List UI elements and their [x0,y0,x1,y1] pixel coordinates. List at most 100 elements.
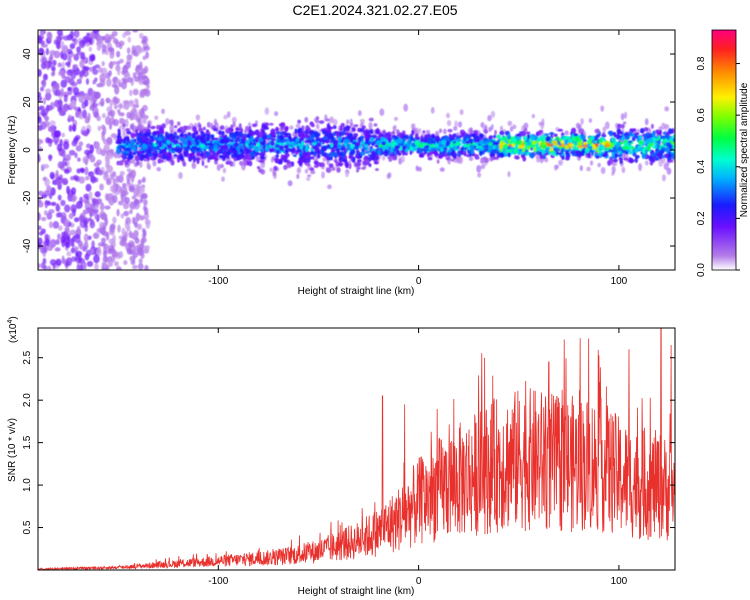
heatmap-cell [85,202,91,208]
heatmap-cell [670,141,675,145]
heatmap-cell [539,154,544,159]
heatmap-cell [544,133,550,137]
heatmap-cell [166,151,172,157]
heatmap-cell [271,138,276,142]
heatmap-cell [619,158,623,165]
heatmap-cell [441,153,448,157]
heatmap-cell [392,125,396,132]
heatmap-cell [326,128,332,134]
heatmap-cell [345,171,349,178]
heatmap-cell [201,143,205,148]
heatmap-cell [196,158,200,165]
heatmap-cell [353,124,359,128]
colorbar-tick-label: 0.4 [696,159,707,173]
heatmap-cell [445,140,450,147]
heatmap-cell [476,164,482,173]
heatmap-cell [213,144,218,150]
heatmap-cell [101,213,106,220]
snr-y-tick-label: 1.0 [22,478,33,492]
heatmap-cell [488,145,493,151]
heatmap-cell [137,179,142,185]
heatmap-cell [112,234,116,243]
heatmap-cell [71,241,75,248]
heatmap-cell [326,124,331,130]
heatmap-cell [108,228,115,236]
heatmap-cell [175,145,180,149]
heatmap-cell [109,185,116,193]
heatmap-cell [314,130,319,137]
snr-x-tick-label: 100 [611,576,628,587]
spectrogram-y-tick-label: 20 [22,96,33,108]
heatmap-cell [261,142,266,146]
heatmap-cell [247,122,252,128]
heatmap-cell [49,171,55,180]
colorbar-label: Normalized spectral amplitude [739,82,750,217]
heatmap-cell [148,135,154,139]
heatmap-cell [304,132,308,138]
heatmap-cell [368,121,373,130]
heatmap-cell [224,134,228,140]
heatmap-cell [587,153,592,159]
heatmap-cell [38,47,45,56]
heatmap-cell [362,160,367,165]
heatmap-cell [226,111,231,118]
heatmap-cell [461,133,465,138]
heatmap-cell [112,216,117,224]
heatmap-cell [117,251,124,259]
heatmap-cell [408,138,412,145]
heatmap-cell [100,97,105,107]
heatmap-cell [472,133,477,138]
heatmap-cell [71,140,78,147]
heatmap-cell [621,149,627,154]
heatmap-cell [417,166,422,172]
heatmap-cell [50,201,57,207]
heatmap-cell [254,138,259,144]
heatmap-cell [553,164,558,171]
heatmap-cell [75,250,83,257]
heatmap-cell [88,191,93,201]
heatmap-cell [554,147,560,152]
heatmap-cell [38,111,41,117]
spectrogram-y-axis-label: Frequency (Hz) [7,116,18,185]
heatmap-cell [63,104,68,110]
heatmap-cell [100,149,107,157]
heatmap-cell [109,200,114,206]
heatmap-cell [43,120,50,128]
heatmap-cell [655,156,660,161]
heatmap-cell [84,175,90,181]
heatmap-cell [67,114,73,122]
heatmap-cell [166,140,171,145]
heatmap-cell [120,185,128,194]
heatmap-cell [648,156,654,162]
heatmap-cell [195,114,201,121]
heatmap-cell [470,149,474,155]
heatmap-cell [232,121,236,128]
heatmap-cell [329,116,334,124]
heatmap-cell [123,260,128,266]
heatmap-cell [284,153,290,158]
heatmap-cell [399,133,403,139]
heatmap-cell [507,152,511,158]
heatmap-cell [339,156,343,161]
heatmap-cell [365,159,370,164]
heatmap-cell [78,258,85,265]
heatmap-cell [112,118,119,127]
heatmap-cell [393,135,397,139]
heatmap-cell [309,130,314,135]
heatmap-cell [42,163,50,169]
heatmap-cell [644,118,649,126]
heatmap-cell [105,50,109,56]
heatmap-cell [147,164,152,171]
heatmap-cell [492,134,497,139]
heatmap-cell [339,126,343,132]
heatmap-cell [129,153,133,160]
heatmap-cell [387,137,392,143]
heatmap-cell [296,173,300,179]
heatmap-cell [70,204,77,213]
heatmap-cell [122,123,126,128]
heatmap-cell [91,240,95,250]
heatmap-cell [130,140,134,145]
heatmap-cell [558,138,563,142]
heatmap-cell [170,134,177,139]
heatmap-cell [499,130,505,136]
